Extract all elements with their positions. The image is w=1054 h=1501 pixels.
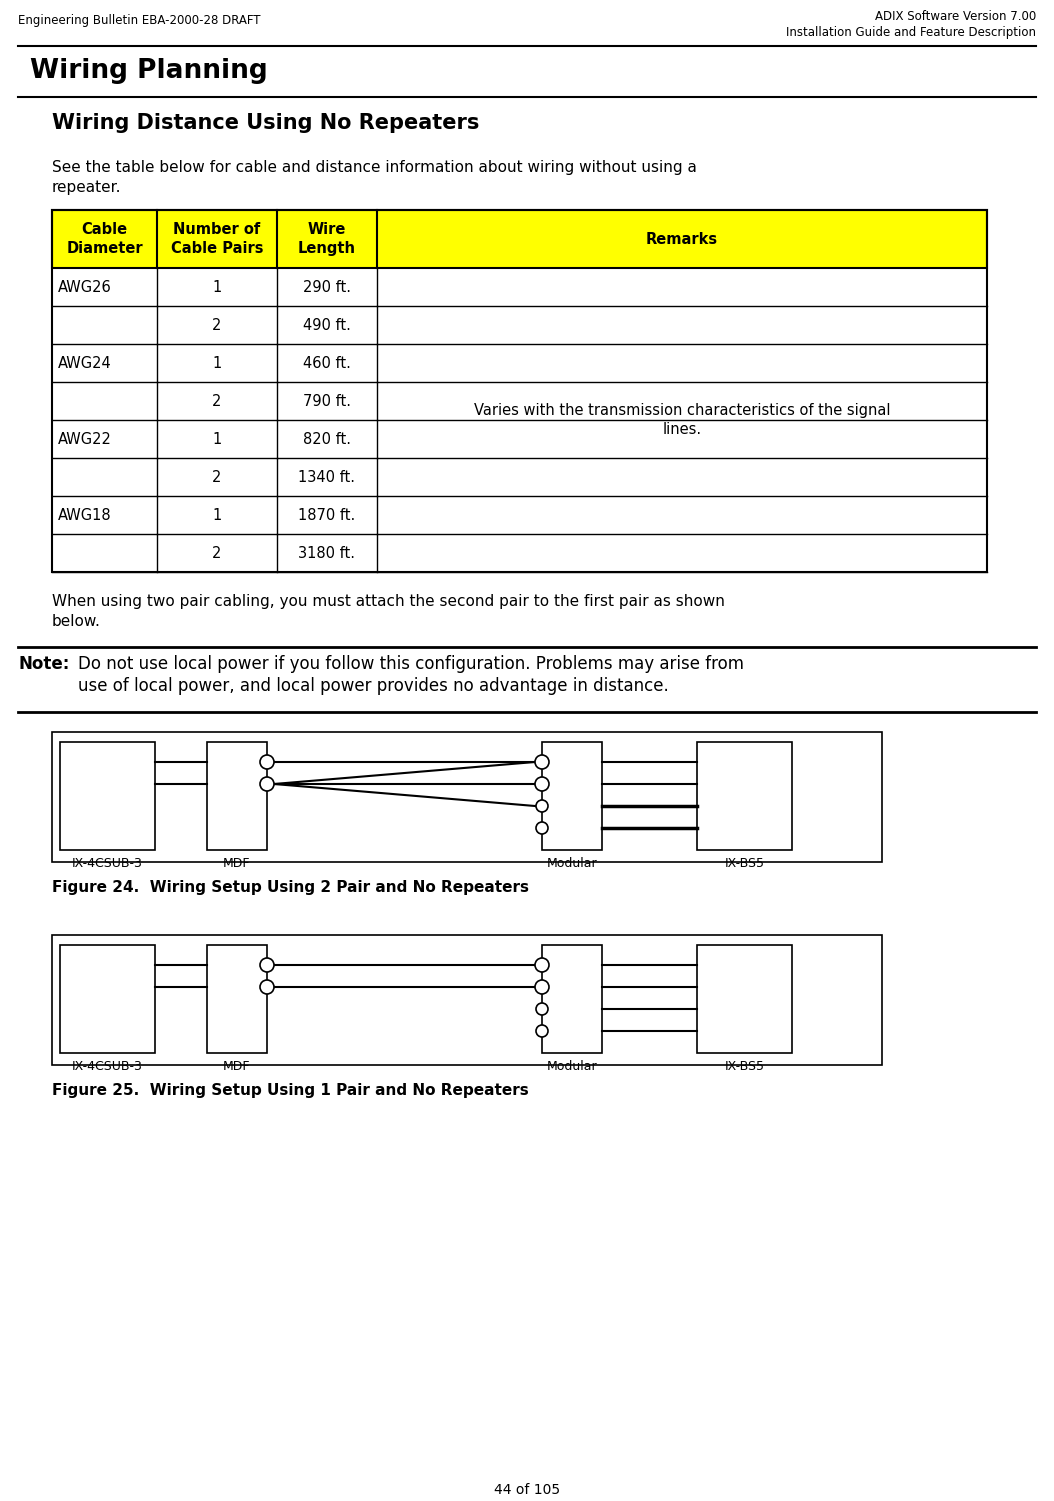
Text: ADIX Software Version 7.00: ADIX Software Version 7.00 xyxy=(875,11,1036,23)
Text: 290 ft.: 290 ft. xyxy=(302,279,351,294)
Text: 1: 1 xyxy=(212,356,221,371)
Bar xyxy=(52,210,987,269)
Text: 2: 2 xyxy=(212,393,221,408)
Text: IX-BS5: IX-BS5 xyxy=(724,1060,764,1073)
Text: 1: 1 xyxy=(212,507,221,522)
Text: Note:: Note: xyxy=(18,654,70,672)
Circle shape xyxy=(536,1025,548,1037)
Bar xyxy=(52,269,987,306)
Text: 790 ft.: 790 ft. xyxy=(302,393,351,408)
Text: Engineering Bulletin EBA-2000-28 DRAFT: Engineering Bulletin EBA-2000-28 DRAFT xyxy=(18,14,260,27)
Text: 2: 2 xyxy=(212,470,221,485)
Bar xyxy=(52,935,882,1066)
Bar xyxy=(542,946,602,1054)
Bar xyxy=(52,458,987,495)
Circle shape xyxy=(260,778,274,791)
Text: Number of
Cable Pairs: Number of Cable Pairs xyxy=(171,222,264,255)
Bar xyxy=(697,741,792,850)
Circle shape xyxy=(535,980,549,994)
Text: 2: 2 xyxy=(212,318,221,333)
Bar xyxy=(52,495,987,534)
Bar xyxy=(52,306,987,344)
Bar xyxy=(52,210,987,572)
Bar xyxy=(207,946,267,1054)
Text: Installation Guide and Feature Description: Installation Guide and Feature Descripti… xyxy=(786,26,1036,39)
Bar xyxy=(52,344,987,381)
Text: MDF: MDF xyxy=(223,857,251,871)
Circle shape xyxy=(536,823,548,835)
Bar xyxy=(52,381,987,420)
Text: AWG18: AWG18 xyxy=(58,507,112,522)
Text: 1: 1 xyxy=(212,279,221,294)
Text: below.: below. xyxy=(52,614,101,629)
Text: use of local power, and local power provides no advantage in distance.: use of local power, and local power prov… xyxy=(78,677,668,695)
Text: Wiring Planning: Wiring Planning xyxy=(30,59,268,84)
Circle shape xyxy=(260,980,274,994)
Text: AWG24: AWG24 xyxy=(58,356,112,371)
Circle shape xyxy=(260,958,274,973)
Circle shape xyxy=(536,800,548,812)
Text: 1340 ft.: 1340 ft. xyxy=(298,470,355,485)
Bar xyxy=(60,946,155,1054)
Text: 820 ft.: 820 ft. xyxy=(302,431,351,446)
Text: 1870 ft.: 1870 ft. xyxy=(298,507,355,522)
Text: 1: 1 xyxy=(212,431,221,446)
Text: Figure 24.  Wiring Setup Using 2 Pair and No Repeaters: Figure 24. Wiring Setup Using 2 Pair and… xyxy=(52,880,529,895)
Text: Varies with the transmission characteristics of the signal
lines.: Varies with the transmission characteris… xyxy=(473,402,891,437)
Text: MDF: MDF xyxy=(223,1060,251,1073)
Bar xyxy=(60,741,155,850)
Text: Modular: Modular xyxy=(547,1060,598,1073)
Circle shape xyxy=(536,1003,548,1015)
Bar xyxy=(207,741,267,850)
Text: Remarks: Remarks xyxy=(646,231,718,246)
Bar xyxy=(52,732,882,862)
Text: 3180 ft.: 3180 ft. xyxy=(298,545,355,560)
Circle shape xyxy=(535,755,549,769)
Text: AWG26: AWG26 xyxy=(58,279,112,294)
Text: Wire
Length: Wire Length xyxy=(298,222,356,255)
Text: IX-4CSUB-3: IX-4CSUB-3 xyxy=(72,857,143,871)
Circle shape xyxy=(535,778,549,791)
Circle shape xyxy=(260,755,274,769)
Text: Modular: Modular xyxy=(547,857,598,871)
Text: See the table below for cable and distance information about wiring without usin: See the table below for cable and distan… xyxy=(52,161,697,176)
Text: IX-BS5: IX-BS5 xyxy=(724,857,764,871)
Text: 44 of 105: 44 of 105 xyxy=(494,1483,560,1496)
Text: Wiring Distance Using No Repeaters: Wiring Distance Using No Repeaters xyxy=(52,113,480,134)
Text: When using two pair cabling, you must attach the second pair to the first pair a: When using two pair cabling, you must at… xyxy=(52,594,725,609)
Text: 490 ft.: 490 ft. xyxy=(304,318,351,333)
Text: Cable
Diameter: Cable Diameter xyxy=(66,222,142,255)
Text: Do not use local power if you follow this configuration. Problems may arise from: Do not use local power if you follow thi… xyxy=(78,654,744,672)
Bar xyxy=(542,741,602,850)
Text: repeater.: repeater. xyxy=(52,180,121,195)
Text: 460 ft.: 460 ft. xyxy=(304,356,351,371)
Bar xyxy=(697,946,792,1054)
Bar xyxy=(52,534,987,572)
Bar xyxy=(52,420,987,458)
Text: Figure 25.  Wiring Setup Using 1 Pair and No Repeaters: Figure 25. Wiring Setup Using 1 Pair and… xyxy=(52,1084,529,1099)
Text: IX-4CSUB-3: IX-4CSUB-3 xyxy=(72,1060,143,1073)
Circle shape xyxy=(535,958,549,973)
Text: AWG22: AWG22 xyxy=(58,431,112,446)
Text: 2: 2 xyxy=(212,545,221,560)
